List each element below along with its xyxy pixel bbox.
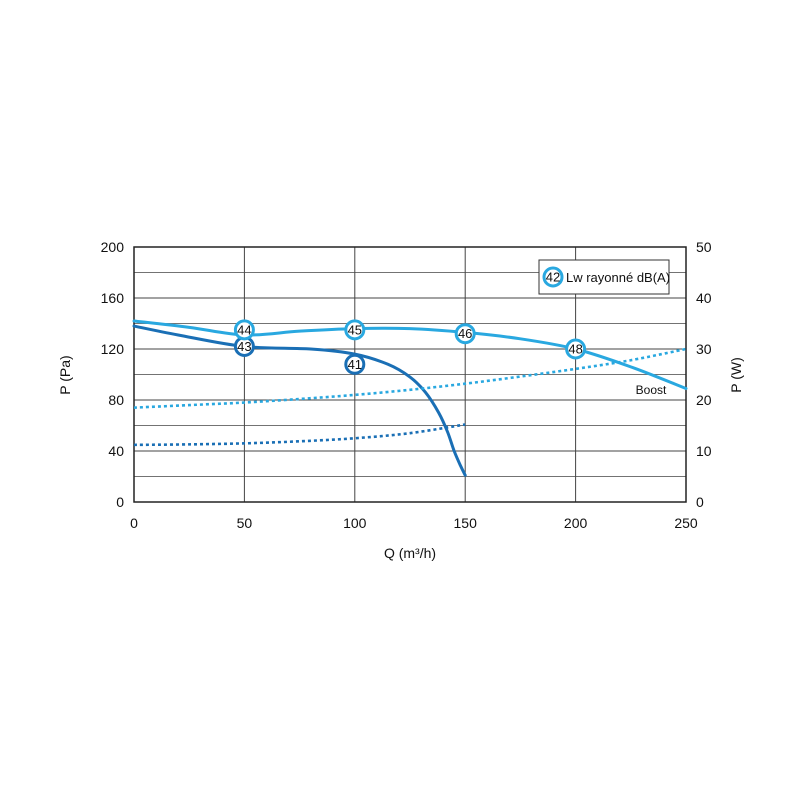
y-tick-label-right: 0 (696, 494, 704, 510)
series-line-pressure-1 (132, 319, 688, 391)
point-marker (565, 338, 587, 360)
y-axis-title-right: P (W) (728, 357, 744, 393)
series-line-power-2 (133, 423, 466, 447)
plot-frame (133, 246, 687, 503)
y-tick-label-right: 40 (696, 290, 712, 306)
x-tick-label: 100 (343, 515, 367, 531)
series-line-pressure-0 (132, 324, 467, 477)
point-marker-label: 45 (348, 322, 362, 337)
point-marker-label: 44 (237, 322, 251, 337)
y-tick-label-right: 10 (696, 443, 712, 459)
point-marker-label: 46 (458, 326, 472, 341)
y-tick-label-left: 120 (101, 341, 125, 357)
point-marker (233, 319, 255, 341)
legend-marker-icon (542, 266, 564, 288)
x-tick-label: 200 (564, 515, 588, 531)
point-marker (344, 319, 366, 341)
y-tick-label-right: 50 (696, 239, 712, 255)
y-tick-label-right: 20 (696, 392, 712, 408)
y-tick-label-left: 160 (101, 290, 125, 306)
point-marker (454, 323, 476, 345)
point-marker-label: 41 (348, 357, 362, 372)
y-tick-label-left: 40 (108, 443, 124, 459)
y-tick-label-left: 80 (108, 392, 124, 408)
y-axis-title-left: P (Pa) (57, 355, 73, 394)
y-tick-label-left: 0 (116, 494, 124, 510)
boost-annotation: Boost (636, 383, 667, 397)
y-tick-label-right: 30 (696, 341, 712, 357)
legend: 42 Lw rayonné dB(A) (538, 259, 670, 295)
point-markers: 43 41 44 45 46 48 (233, 319, 587, 375)
point-marker-label: 43 (237, 339, 251, 354)
series-line-power-3 (133, 347, 687, 409)
point-marker (344, 353, 366, 375)
x-tick-label: 50 (237, 515, 253, 531)
point-marker-label: 48 (568, 342, 582, 357)
legend-marker-label: 42 (546, 270, 560, 285)
series-lines (132, 319, 688, 477)
x-tick-label: 150 (454, 515, 478, 531)
x-tick-label: 250 (674, 515, 698, 531)
axes: 0 50 100 150 200 250 0 40 80 120 160 200 0 10 20 30 40 50 (101, 239, 712, 531)
legend-text: Lw rayonné dB(A) (566, 270, 670, 285)
y-tick-label-left: 200 (101, 239, 125, 255)
x-axis-title: Q (m³/h) (384, 545, 436, 561)
x-tick-label: 0 (130, 515, 138, 531)
